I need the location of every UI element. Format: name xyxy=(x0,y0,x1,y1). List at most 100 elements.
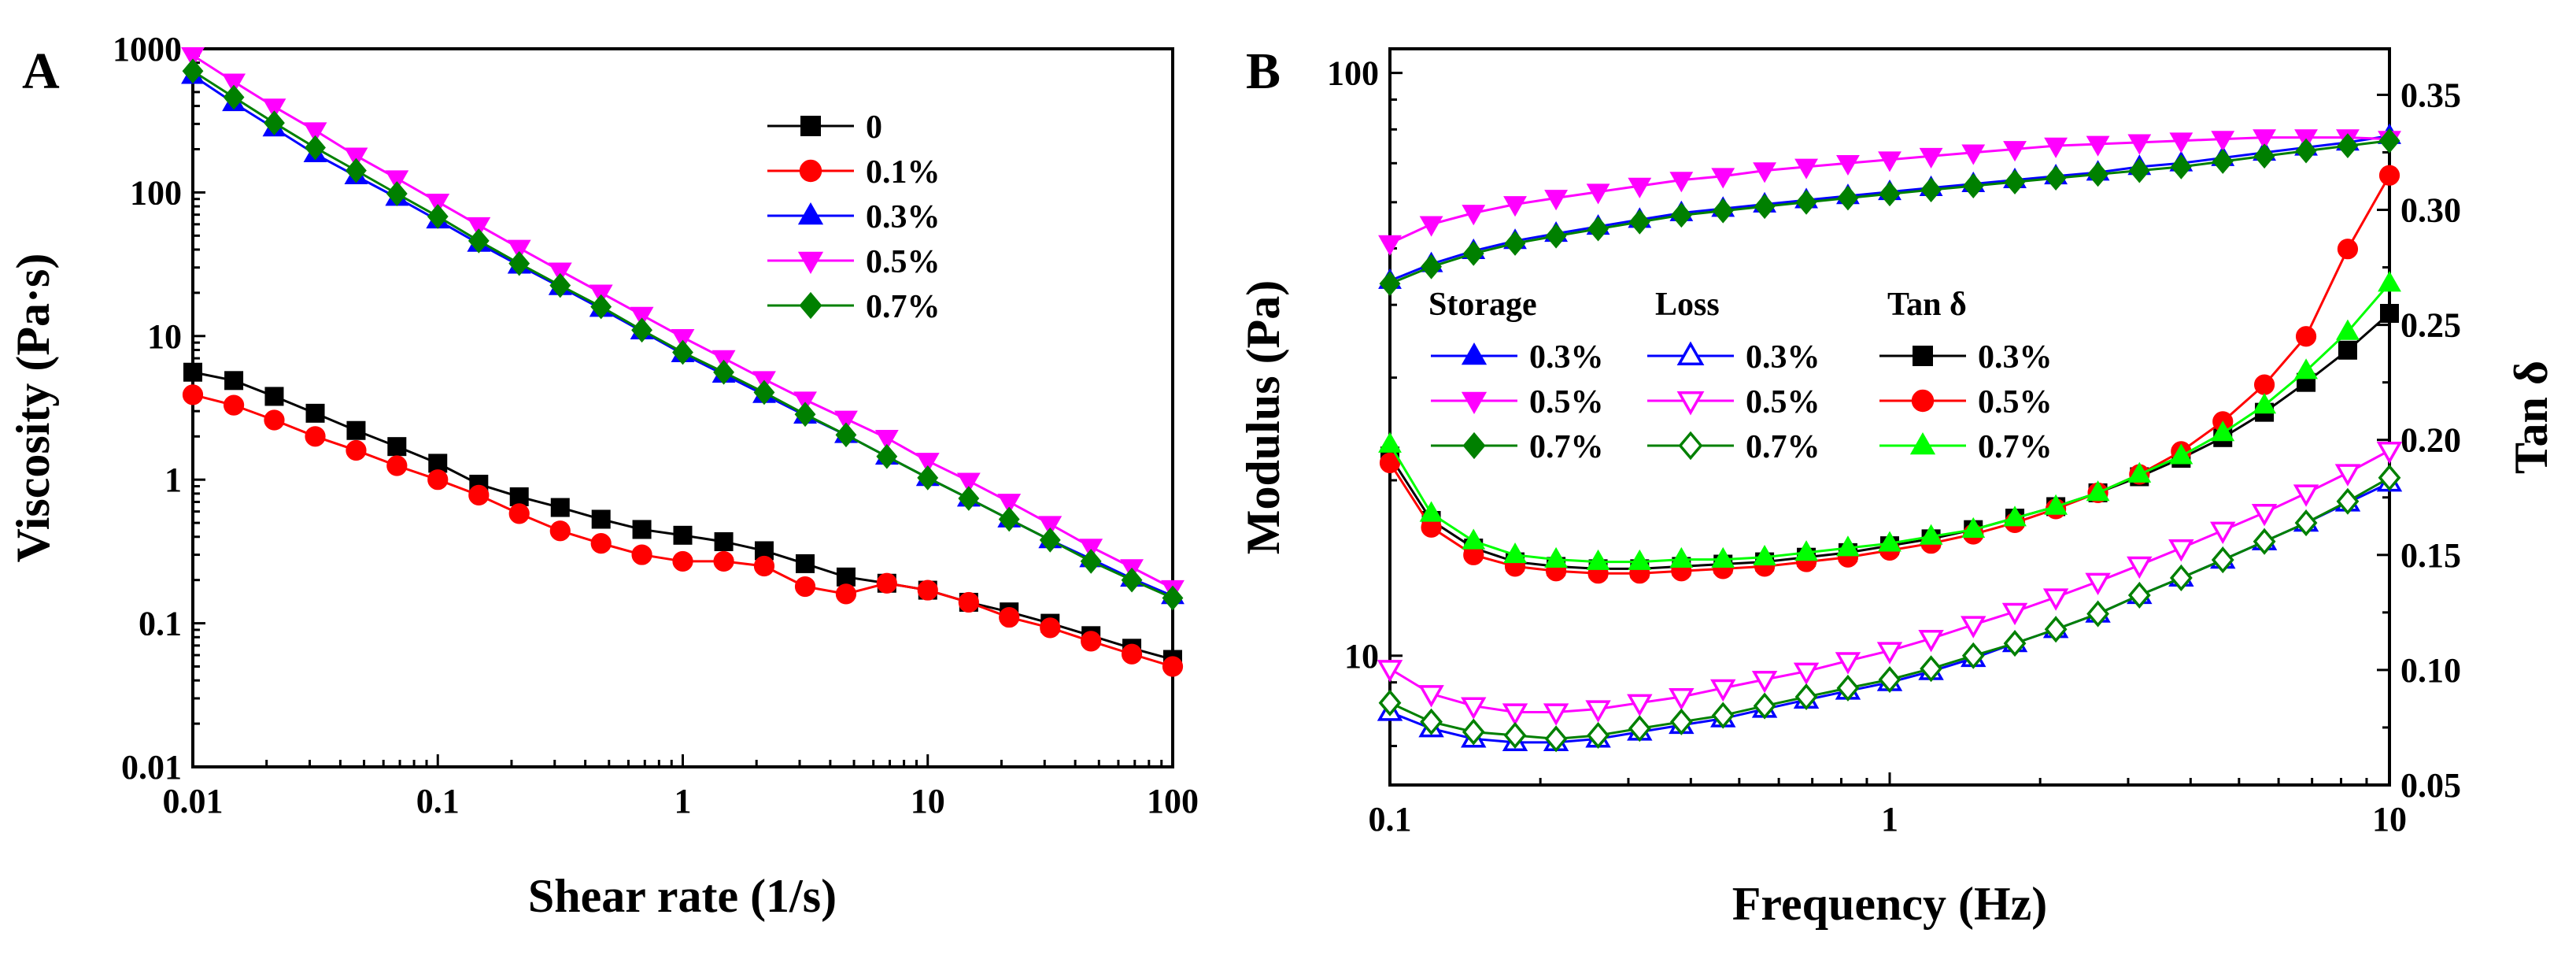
panel-a-data-point xyxy=(793,391,817,413)
panel-b-data-point xyxy=(1669,172,1694,193)
panel-b-legend-marker xyxy=(1461,342,1488,365)
panel-a-data-point xyxy=(917,579,938,601)
panel-b-data-point xyxy=(2378,165,2400,186)
panel-b-data-point xyxy=(1378,431,1402,453)
panel-b-legend-label: 0.7% xyxy=(1746,429,1820,465)
panel-a-data-point xyxy=(998,506,1020,532)
panel-a-legend-marker xyxy=(797,251,824,275)
panel-b-data-point xyxy=(1628,549,1652,570)
panel-b-data-point xyxy=(1586,183,1610,205)
panel-b-data-point xyxy=(1919,524,1943,545)
panel-a-data-point xyxy=(997,494,1022,515)
panel-a-data-point xyxy=(1162,656,1184,677)
panel-b-data-point xyxy=(1961,144,1986,165)
panel-a-data-point xyxy=(671,329,695,350)
panel-a-data-point xyxy=(223,394,245,416)
panel-b-y-axis-label: Modulus (Pa) xyxy=(1237,280,1289,554)
panel-b-data-point xyxy=(1753,692,1776,720)
panel-b-data-point xyxy=(1751,671,1778,694)
panel-b-data-point xyxy=(2170,154,2192,180)
panel-a-data-point xyxy=(713,550,734,572)
panel-b-data-point xyxy=(1378,235,1402,256)
panel-b-data-point xyxy=(1545,223,1567,249)
panel-b-data-point xyxy=(2003,505,2027,527)
panel-b-data-point xyxy=(2169,443,2193,465)
panel-b-data-point xyxy=(1878,666,1902,694)
panel-a-data-point xyxy=(183,362,202,382)
panel-a-data-point xyxy=(385,170,409,191)
panel-b-series-line xyxy=(1388,283,2391,564)
panel-b-data-point xyxy=(2086,135,2110,157)
panel-b-data-point xyxy=(1961,517,1986,539)
panel-a-data-point xyxy=(182,58,204,84)
panel-a-data-point xyxy=(344,147,368,168)
panel-b-data-point xyxy=(1794,158,1818,180)
panel-a-series-line xyxy=(192,371,1173,661)
panel-b-legend-label: 0.3% xyxy=(1746,339,1820,376)
panel-a-data-point xyxy=(1039,527,1061,553)
panel-a-y-axis-label: Viscosity (Pa·s) xyxy=(7,254,59,563)
panel-b-data-point xyxy=(1586,549,1610,570)
panel-a-data-point xyxy=(181,46,205,68)
panel-a-data-point xyxy=(468,228,490,254)
panel-a-legend-label: 0 xyxy=(866,109,882,146)
panel-a-data-point xyxy=(264,110,285,135)
panel-b-data-point xyxy=(1879,181,1901,207)
panel-b-data-point xyxy=(1795,189,1817,215)
panel-b-legend: Storage Loss Tan δ 0.3% 0.5% 0.7% 0.3% 0.5% 0.7%… xyxy=(1428,287,2053,465)
panel-a-data-point xyxy=(1081,631,1102,652)
panel-b-legend-header: Loss xyxy=(1655,287,1720,323)
panel-a-data-point xyxy=(632,520,652,539)
panel-b-legend-label: 0.7% xyxy=(1529,429,1604,465)
panel-b-data-point xyxy=(2044,137,2068,158)
panel-b-data-point xyxy=(1711,546,1735,568)
panel-b-data-point xyxy=(1544,725,1568,753)
panel-a-data-point xyxy=(549,272,571,298)
panel-a-data-point xyxy=(1079,539,1103,560)
panel-a-data-point xyxy=(958,591,979,613)
panel-b-data-point xyxy=(1462,718,1485,746)
panel-a-x-tick-label: 0.01 xyxy=(163,782,224,820)
panel-b-legend-marker xyxy=(1462,431,1486,460)
panel-b-data-point xyxy=(2253,374,2275,395)
panel-a-data-point xyxy=(1038,516,1063,537)
panel-b-data-point xyxy=(1377,660,1403,683)
panel-b-data-point xyxy=(2127,581,2151,609)
panel-b-data-point xyxy=(1419,501,1443,522)
panel-b-data-point xyxy=(2253,393,2277,414)
panel-b-data-point xyxy=(2337,239,2359,260)
panel-b-data-point xyxy=(2253,143,2275,169)
panel-b-legend-label: 0.3% xyxy=(1978,339,2053,376)
panel-b-data-point xyxy=(1961,616,1987,639)
panel-a-data-point xyxy=(467,217,491,238)
panel-b-data-point xyxy=(1462,528,1486,550)
panel-a-data-point xyxy=(956,472,981,494)
panel-b-data-point xyxy=(2251,503,2278,527)
panel-a-y-tick-label: 1 xyxy=(164,461,182,499)
panel-a-y-tick-label: 1000 xyxy=(113,30,182,68)
panel-b-data-point xyxy=(1418,685,1444,708)
panel-b-data-point xyxy=(2295,138,2317,164)
panel-b-data-point xyxy=(1837,185,1859,211)
panel-b-y2-tick-label: 0.20 xyxy=(2400,421,2461,460)
panel-a-data-point xyxy=(346,420,366,440)
panel-a-data-point xyxy=(958,486,980,511)
panel-b-y2-tick-label: 0.05 xyxy=(2400,766,2461,805)
panel-b-data-point xyxy=(1462,241,1484,266)
panel-b-data-point xyxy=(2127,461,2152,483)
panel-a-data-point xyxy=(182,384,204,405)
panel-b-data-point xyxy=(2378,464,2401,491)
panel-b-y2-tick-label: 0.10 xyxy=(2400,651,2461,690)
panel-b-data-point xyxy=(1878,531,1902,552)
panel-b: B 0.1 1 10 10 100 0.05 0.10 0.15 0.20 0.25 0.30 0.3… xyxy=(1237,43,2557,930)
panel-a-data-point xyxy=(1121,567,1143,593)
panel-b-data-point xyxy=(2210,521,2236,545)
panel-b-data-point xyxy=(1503,196,1527,217)
panel-b-data-point xyxy=(1793,662,1820,685)
panel-a-y-tick-label: 0.1 xyxy=(139,605,182,643)
panel-b-data-point xyxy=(1669,546,1694,568)
panel-a-data-point xyxy=(305,403,325,423)
panel-a-x-axis-label: Shear rate (1/s) xyxy=(528,870,837,922)
